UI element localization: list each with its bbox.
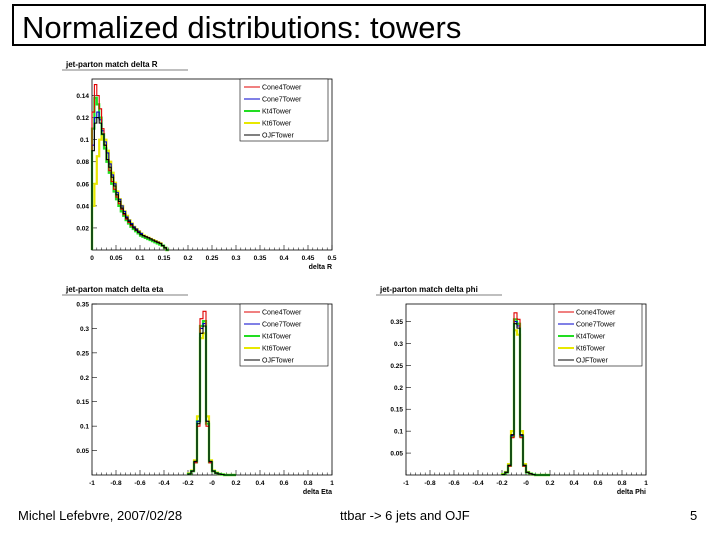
legend-label-ojftower: OJFTower	[262, 358, 295, 365]
plot-title: jet-parton match delta eta	[65, 285, 164, 294]
y-tick-label-0-02: 0.02	[76, 225, 89, 232]
legend-label-kt4tower: Kt4Tower	[576, 334, 606, 341]
y-tick-label-0-08: 0.08	[76, 159, 89, 166]
legend-label-kt4tower: Kt4Tower	[262, 109, 292, 116]
plot-title: jet-parton match delta R	[65, 60, 158, 69]
x-tick-label-0-4: -0.4	[158, 480, 170, 487]
x-tick-label-0-1: 0.1	[135, 255, 144, 262]
plot-delta-phi: jet-parton match delta phi -1 -0.8 -0.6 -0.4…	[376, 285, 648, 496]
footer-subtitle: ttbar -> 6 jets and OJF	[340, 508, 470, 523]
x-tick-label-0-35: 0.35	[254, 255, 267, 262]
x-tick-label-0-6: 0.6	[593, 480, 602, 487]
series-ojftower	[187, 325, 236, 476]
y-tick-label-0-05: 0.05	[390, 451, 403, 458]
x-tick-label-1: 1	[330, 480, 334, 487]
x-tick-label-0-25: 0.25	[206, 255, 219, 262]
x-tick-label-1: 1	[644, 480, 648, 487]
y-tick-label-0-35: 0.35	[76, 302, 89, 309]
x-tick-label-0: -0	[523, 480, 529, 487]
x-axis-label: delta Phi	[617, 489, 646, 496]
x-tick-label-0-6: -0.6	[448, 480, 460, 487]
x-tick-label-0-8: 0.8	[303, 480, 312, 487]
legend: Cone4Tower Cone7Tower Kt4Tower Kt6Tower OJFT…	[553, 303, 643, 367]
legend-label-cone7tower: Cone7Tower	[576, 322, 616, 329]
y-tick-label-0-04: 0.04	[76, 203, 89, 210]
y-tick-label-0-2: 0.2	[80, 375, 89, 382]
x-tick-label-0-15: 0.15	[158, 255, 171, 262]
y-tick-label-0-1: 0.1	[80, 137, 89, 144]
legend: Cone4Tower Cone7Tower Kt4Tower Kt6Tower OJFT…	[239, 303, 329, 367]
y-tick-label-0-25: 0.25	[390, 363, 403, 370]
plot-title-box: jet-parton match delta phi	[376, 285, 502, 296]
x-tick-label-0-45: 0.45	[302, 255, 315, 262]
y-tick-label-0-2: 0.2	[394, 385, 403, 392]
legend-label-kt4tower: Kt4Tower	[262, 334, 292, 341]
y-tick-label-0-15: 0.15	[76, 399, 89, 406]
legend-label-cone4tower: Cone4Tower	[262, 310, 302, 317]
legend-label-kt6tower: Kt6Tower	[262, 346, 292, 353]
legend-label-cone4tower: Cone4Tower	[262, 85, 302, 92]
x-tick-label-0-2: 0.2	[183, 255, 192, 262]
plot-title: jet-parton match delta phi	[379, 285, 478, 294]
page-number: 5	[690, 508, 698, 523]
slide-title-box: Normalized distributions: towers	[12, 4, 706, 46]
x-tick-label-0-4: 0.4	[569, 480, 578, 487]
legend-label-ojftower: OJFTower	[262, 133, 295, 140]
y-tick-label-0-3: 0.3	[80, 326, 89, 333]
x-tick-label-0-05: 0.05	[110, 255, 123, 262]
x-tick-label-1: -1	[403, 480, 409, 487]
x-tick-label-0-3: 0.3	[231, 255, 240, 262]
x-tick-label-0-2: -0.2	[496, 480, 508, 487]
plot-title-box: jet-parton match delta eta	[62, 285, 188, 296]
y-tick-label-0-35: 0.35	[390, 319, 403, 326]
x-tick-label-0-2: 0.2	[231, 480, 240, 487]
y-tick-label-0-1: 0.1	[80, 424, 89, 431]
y-tick-label-0-05: 0.05	[76, 448, 89, 455]
y-tick-label-0-12: 0.12	[76, 115, 89, 122]
y-tick-label-0-15: 0.15	[390, 407, 403, 414]
legend-label-cone7tower: Cone7Tower	[262, 322, 302, 329]
x-tick-label-0-8: 0.8	[617, 480, 626, 487]
x-tick-label-1: -1	[89, 480, 95, 487]
series-ojftower	[501, 323, 550, 476]
x-tick-label-0: 0	[90, 255, 94, 262]
x-tick-label-0-2: -0.2	[182, 480, 194, 487]
series-ojftower	[91, 117, 169, 251]
x-tick-label-0-4: 0.4	[255, 480, 264, 487]
legend-label-cone7tower: Cone7Tower	[262, 97, 302, 104]
footer-author-date: Michel Lefebvre, 2007/02/28	[18, 508, 183, 523]
y-tick-label-0-3: 0.3	[394, 341, 403, 348]
legend-label-ojftower: OJFTower	[576, 358, 609, 365]
x-axis-label: delta R	[309, 264, 332, 271]
x-tick-label-0-4: 0.4	[279, 255, 288, 262]
legend: Cone4Tower Cone7Tower Kt4Tower Kt6Tower OJFT…	[239, 78, 329, 142]
plot-delta-eta: jet-parton match delta eta -1 -0.8 -0.6 -0.4…	[62, 285, 334, 496]
x-tick-label-0-6: -0.6	[134, 480, 146, 487]
x-tick-label-0-2: 0.2	[545, 480, 554, 487]
legend-label-kt6tower: Kt6Tower	[262, 121, 292, 128]
y-tick-label-0-1: 0.1	[394, 429, 403, 436]
y-tick-label-0-06: 0.06	[76, 181, 89, 188]
x-tick-label-0: -0	[209, 480, 215, 487]
legend-label-kt6tower: Kt6Tower	[576, 346, 606, 353]
plot-delta-r: jet-parton match delta R 0 0.05 0.1 0.15 0.2 0…	[62, 60, 337, 271]
x-tick-label-0-8: -0.8	[424, 480, 436, 487]
y-tick-label-0-14: 0.14	[76, 93, 89, 100]
x-tick-label-0-4: -0.4	[472, 480, 484, 487]
legend-label-cone4tower: Cone4Tower	[576, 310, 616, 317]
slide-title: Normalized distributions: towers	[22, 10, 462, 45]
x-tick-label-0-8: -0.8	[110, 480, 122, 487]
x-tick-label-0-6: 0.6	[279, 480, 288, 487]
x-tick-label-0-5: 0.5	[327, 255, 336, 262]
x-axis-label: delta Eta	[303, 489, 332, 496]
plot-title-box: jet-parton match delta R	[62, 60, 188, 71]
y-tick-label-0-25: 0.25	[76, 350, 89, 357]
